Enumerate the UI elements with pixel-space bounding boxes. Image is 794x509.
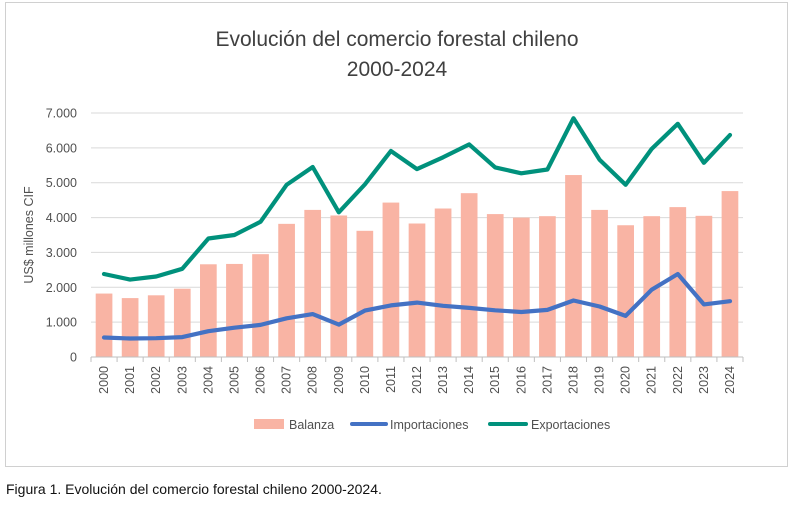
bar-balanza bbox=[356, 230, 374, 357]
x-tick-label: 2019 bbox=[593, 366, 607, 394]
y-tick-label: 1.000 bbox=[46, 316, 77, 330]
bar-balanza bbox=[226, 263, 243, 357]
x-tick-label: 2008 bbox=[306, 366, 320, 394]
legend-label-importaciones: Importaciones bbox=[390, 418, 469, 432]
x-tick-label: 2006 bbox=[254, 366, 268, 394]
bar-balanza bbox=[173, 288, 191, 357]
legend: Balanza Importaciones Exportaciones bbox=[254, 418, 610, 432]
x-tick-label: 2003 bbox=[175, 366, 189, 394]
bar-layer bbox=[95, 175, 739, 357]
bar-balanza bbox=[617, 225, 634, 357]
x-tick-label: 2022 bbox=[671, 366, 685, 394]
x-tick-label: 2009 bbox=[332, 366, 346, 394]
bar-balanza bbox=[147, 295, 165, 357]
line-exportaciones bbox=[101, 116, 733, 282]
bar-balanza bbox=[382, 202, 400, 357]
bar-balanza bbox=[434, 208, 452, 357]
bar-balanza bbox=[486, 214, 504, 357]
bar-balanza bbox=[95, 293, 113, 357]
bar-balanza bbox=[200, 264, 217, 357]
y-tick-label: 2.000 bbox=[46, 281, 77, 295]
bar-balanza bbox=[643, 216, 661, 357]
y-tick-label: 6.000 bbox=[46, 141, 77, 155]
bar-balanza bbox=[721, 191, 739, 357]
bar-balanza bbox=[278, 223, 295, 357]
x-tick-label: 2017 bbox=[540, 366, 554, 394]
bar-balanza bbox=[304, 209, 322, 357]
legend-label-balanza: Balanza bbox=[289, 418, 334, 432]
bar-balanza bbox=[539, 216, 556, 357]
x-tick-label: 2014 bbox=[462, 366, 476, 394]
chart-title: Evolución del comercio forestal chileno bbox=[215, 28, 578, 51]
x-tick-label: 2002 bbox=[149, 366, 163, 394]
bar-balanza bbox=[330, 215, 348, 357]
y-tick-label: 5.000 bbox=[46, 176, 77, 190]
x-tick-label: 2000 bbox=[97, 366, 111, 394]
x-tick-label: 2012 bbox=[410, 366, 424, 394]
x-tick-label: 2011 bbox=[384, 366, 398, 393]
bar-balanza bbox=[669, 207, 687, 357]
bar-balanza bbox=[591, 209, 608, 357]
x-tick-label: 2001 bbox=[123, 366, 137, 394]
x-tick-label: 2005 bbox=[227, 366, 241, 394]
bar-balanza bbox=[121, 298, 139, 357]
x-tick-label: 2023 bbox=[697, 366, 711, 394]
y-tick-label: 0 bbox=[70, 351, 77, 365]
x-tick-label: 2010 bbox=[358, 366, 372, 394]
line-importaciones bbox=[101, 271, 733, 341]
axis-layer: 0 1.000 2.000 3.000 4.000 5.000 6.000 7.000 2000… bbox=[46, 107, 744, 394]
x-tick-label: 2024 bbox=[723, 366, 737, 394]
x-tick-label: 2016 bbox=[514, 366, 528, 394]
bar-balanza bbox=[695, 215, 713, 357]
legend-swatch-balanza bbox=[254, 419, 284, 429]
legend-label-exportaciones: Exportaciones bbox=[531, 418, 610, 432]
x-tick-label: 2007 bbox=[280, 366, 294, 394]
x-tick-label: 2018 bbox=[566, 366, 580, 394]
x-tick-label: 2021 bbox=[645, 366, 659, 394]
bar-balanza bbox=[460, 193, 478, 357]
y-tick-label: 7.000 bbox=[46, 107, 77, 121]
bar-balanza bbox=[512, 217, 530, 357]
grid-layer bbox=[91, 112, 743, 323]
line-layer bbox=[101, 116, 733, 341]
y-axis-title: US$ millones CIF bbox=[22, 186, 36, 284]
x-tick-label: 2013 bbox=[436, 366, 450, 394]
y-tick-label: 3.000 bbox=[46, 246, 77, 260]
x-tick-label: 2020 bbox=[619, 366, 633, 394]
bar-balanza bbox=[252, 254, 269, 357]
figure-caption: Figura 1. Evolución del comercio foresta… bbox=[6, 481, 382, 497]
bar-balanza bbox=[565, 175, 582, 357]
x-tick-label: 2004 bbox=[201, 366, 215, 394]
bar-balanza bbox=[408, 223, 426, 357]
x-tick-label: 2015 bbox=[488, 366, 502, 394]
y-tick-label: 4.000 bbox=[46, 211, 77, 225]
chart-subtitle: 2000-2024 bbox=[347, 58, 448, 81]
